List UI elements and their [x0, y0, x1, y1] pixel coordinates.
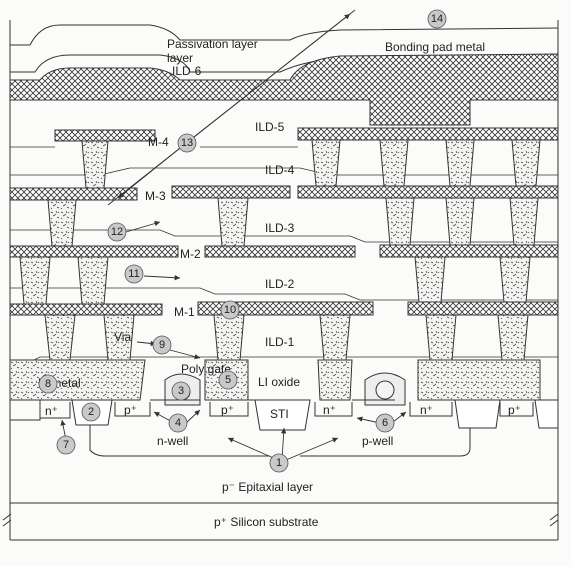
- label-ild2: ILD-2: [265, 277, 295, 291]
- marker-1-circle: [269, 453, 289, 473]
- label-sti: STI: [270, 407, 289, 421]
- marker-12-circle: [107, 222, 127, 242]
- ild2-line: [10, 287, 558, 301]
- marker-10-circle: [220, 300, 240, 320]
- marker-2: 2: [88, 406, 94, 418]
- break-marks: [2, 513, 559, 527]
- via-row-2: [19, 256, 531, 305]
- label-poly-gate: Poly gate: [181, 362, 231, 376]
- label-pplus-left: p⁺: [124, 403, 137, 417]
- label-li-oxide: LI oxide: [258, 375, 300, 389]
- marker-13: 13: [181, 137, 193, 149]
- marker-5: 5: [225, 374, 231, 386]
- marker-8: 8: [45, 378, 51, 390]
- label-passivation-cont: layer: [167, 51, 193, 65]
- nplus-right: [409, 402, 453, 417]
- marker-13-arrow-down: [117, 139, 191, 199]
- p-well-outline: [300, 428, 471, 457]
- label-ild4: ILD-4: [265, 163, 295, 177]
- label-m1: M-1: [174, 305, 195, 319]
- sti-edge: [534, 399, 559, 429]
- label-n-well: n-well: [157, 434, 188, 448]
- via-row-4: [81, 139, 541, 189]
- marker-13-circle: [177, 133, 197, 153]
- marker-8-circle: [38, 374, 58, 394]
- m4-left: [54, 129, 156, 142]
- label-ild6: ILD-6: [172, 64, 202, 78]
- nplus-mid: [314, 402, 353, 417]
- marker-2-circle: [81, 402, 101, 422]
- label-passivation: Passivation layer: [167, 37, 258, 51]
- sti-right: [454, 399, 501, 429]
- label-epitaxial: p⁻ Epitaxial layer: [222, 480, 313, 494]
- m3-right: [297, 185, 559, 199]
- via-row-1: [44, 314, 529, 361]
- pplus-mid: [209, 402, 249, 417]
- marker-11: 11: [128, 268, 139, 280]
- label-bonding-pad: Bonding pad metal: [385, 40, 485, 54]
- marker-11-circle: [124, 264, 144, 284]
- label-m2: M-2: [180, 247, 201, 261]
- label-ild5: ILD-5: [255, 120, 285, 134]
- pplus-left: [114, 402, 151, 417]
- marker-5-circle: [218, 370, 238, 390]
- label-pplus-right: p⁺: [508, 403, 521, 417]
- nplus-left: [39, 402, 71, 419]
- marker-9-circle: [152, 335, 172, 355]
- label-via: Via: [114, 330, 131, 344]
- label-m3: M-3: [145, 189, 166, 203]
- via-row-3: [47, 197, 539, 247]
- marker-10: 10: [224, 304, 236, 316]
- m3-left: [9, 187, 138, 201]
- marker-9: 9: [159, 339, 165, 351]
- pplus-right: [499, 402, 534, 417]
- pointer-arrows: [60, 220, 407, 441]
- m2-mid: [204, 245, 356, 258]
- marker-4: 4: [175, 417, 181, 429]
- passivation-outline: [10, 24, 559, 46]
- m2-left: [9, 245, 179, 258]
- marker-13-arrow-up: [189, 13, 351, 141]
- marker-14-circle: [427, 9, 447, 29]
- bonding-pad-metal-layer: [9, 53, 559, 126]
- m1-left: [9, 303, 163, 316]
- m3-mid: [171, 185, 291, 199]
- marker-12: 12: [111, 226, 123, 238]
- marker-1: 1: [276, 457, 282, 469]
- marker-3-circle: [171, 381, 191, 401]
- marker-4-circle: [168, 413, 188, 433]
- marker-6: 6: [382, 417, 388, 429]
- n-well-outline: [89, 425, 270, 457]
- marker-14: 14: [431, 13, 443, 25]
- m1-mid: [197, 301, 374, 316]
- marker-3: 3: [178, 385, 184, 397]
- label-nplus-left: n⁺: [45, 404, 58, 418]
- marker-7: 7: [63, 439, 69, 451]
- marker-6-circle: [375, 413, 395, 433]
- m1-right: [407, 301, 559, 316]
- label-nplus-right: n⁺: [420, 403, 433, 417]
- label-p-well: p-well: [362, 434, 393, 448]
- m2-right: [379, 244, 559, 258]
- marker-7-circle: [56, 435, 76, 455]
- label-nplus-mid: n⁺: [323, 403, 336, 417]
- label-ild1: ILD-1: [265, 335, 295, 349]
- m4-right: [297, 127, 559, 141]
- label-pplus-mid: p⁺: [221, 403, 234, 417]
- label-m4: M-4: [148, 135, 169, 149]
- sti-center: [254, 399, 311, 431]
- label-ild3: ILD-3: [265, 221, 295, 235]
- label-substrate: p⁺ Silicon substrate: [214, 515, 319, 529]
